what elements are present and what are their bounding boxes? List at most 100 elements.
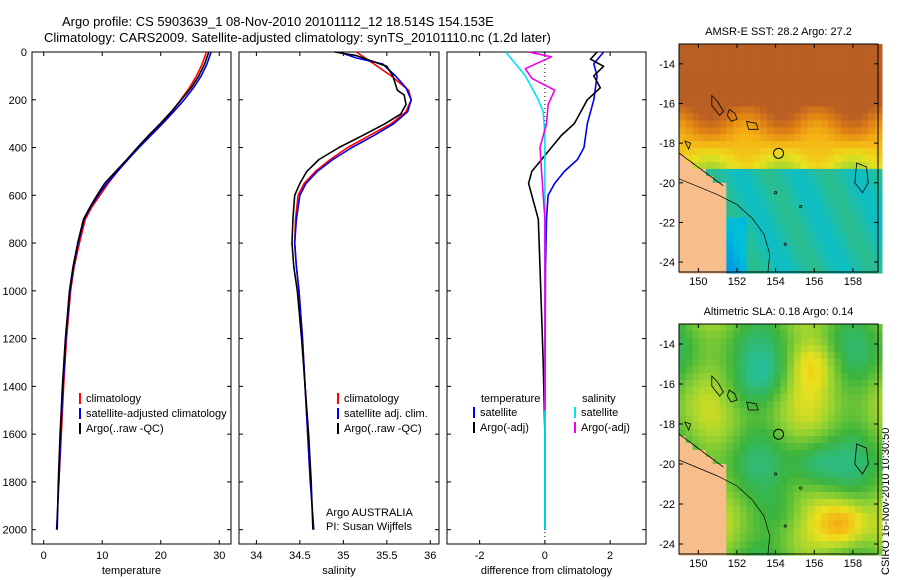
sst_map-cell (875, 71, 883, 80)
sst_map-cell (794, 106, 802, 114)
sst_map-cell (834, 196, 842, 205)
sla_map-cell (787, 345, 795, 353)
sla_map-cell (692, 541, 700, 549)
sla_map-cell (679, 436, 687, 444)
sla_map-cell (739, 352, 748, 360)
sst_map-cell (753, 71, 761, 80)
sla_map-cell (827, 429, 836, 437)
sst_map-cell (861, 203, 869, 212)
sla_map-cell (719, 429, 727, 437)
sst_map-cell (685, 44, 694, 52)
sla_map-cell (746, 366, 754, 374)
sst_map-cell (854, 120, 863, 128)
sla_map-cell (861, 443, 869, 451)
sst_map-cell (834, 266, 842, 274)
sst_map-cell (679, 224, 687, 232)
sla_map-cell (834, 534, 842, 542)
sla_map-cell (854, 387, 863, 395)
sla_map-cell (787, 520, 795, 528)
sla_map-cell (739, 492, 748, 500)
sla_map-cell (733, 408, 741, 416)
sla_map-cell (794, 408, 802, 416)
sla_map-cell (814, 478, 822, 486)
sst_map-cell (739, 44, 748, 52)
sst_map-cell (800, 127, 809, 135)
sla_map-cell (712, 485, 721, 493)
sla_map-reef-outline (684, 421, 692, 432)
sst_map-cell (787, 175, 795, 184)
sla_map-cell (726, 450, 734, 458)
sst_map-cell (821, 210, 829, 218)
depth-tick-label: 1800 (3, 477, 27, 489)
sla_map-cell (739, 359, 748, 367)
sst_map-cell (706, 99, 714, 107)
sst_map-cell (854, 141, 863, 149)
sst_map-cell (733, 217, 741, 225)
sla_map-cell (868, 520, 876, 528)
sla_map-cell (726, 513, 734, 521)
sla_map-cell (760, 471, 768, 479)
sla_map-cell (854, 464, 863, 472)
sst_map-cell (861, 196, 869, 205)
sla_map-cell (766, 520, 775, 528)
sst_map-cell (760, 238, 768, 246)
sla_map-cell (787, 443, 795, 451)
sst_map-cell (699, 189, 707, 198)
sst_map-cell (814, 203, 822, 212)
sst_map-cell (685, 196, 694, 205)
sst_map-cell (780, 127, 788, 135)
sst_map-cell (807, 162, 815, 170)
sst_map-cell (841, 224, 849, 232)
sla_map-cell (679, 457, 687, 465)
sla_map-cell (794, 457, 802, 465)
sst_map-cell (719, 134, 727, 142)
sst_map-cell (760, 196, 768, 205)
sst_map-cell (875, 259, 883, 267)
sst_map-cell (726, 224, 734, 232)
sst_map-cell (760, 134, 768, 142)
sst_map-cell (787, 182, 795, 191)
sst_map-cell (706, 148, 714, 156)
sla_map-cell (868, 345, 876, 353)
sst_map-cell (712, 196, 721, 205)
sla_map-cell (753, 422, 761, 430)
sst_map-cell (692, 64, 700, 73)
sst_map-cell (800, 64, 809, 73)
sst_map-cell (746, 148, 754, 156)
sst_map-cell (787, 141, 795, 149)
sst_map-cell (739, 168, 748, 177)
sst_map-cell (679, 120, 687, 128)
sla_map-cell (726, 464, 734, 472)
sst_map-cell (861, 266, 869, 274)
sla_map-cell (854, 513, 863, 521)
sst_map-cell (875, 217, 883, 225)
sla_map-cell (760, 506, 768, 514)
sst_map-cell (712, 64, 721, 73)
sst_map-cell (834, 148, 842, 156)
sst_map-cell (766, 266, 775, 274)
sst_map-cell (814, 134, 822, 142)
sla_map-cell (787, 366, 795, 374)
sst_map-cell (726, 231, 734, 239)
sst_map-cell (868, 175, 876, 184)
sla_map-cell (773, 506, 782, 514)
sla_map-cell (854, 450, 863, 458)
sla_map-cell (841, 401, 849, 409)
sla_map-cell (766, 436, 775, 444)
sst_map-cell (753, 231, 761, 239)
sst_map-cell (679, 71, 687, 80)
sst_map-ytick-label: -16 (659, 98, 675, 110)
sla_map-cell (807, 366, 815, 374)
sst_map-cell (848, 259, 856, 267)
sst_map-cell (827, 148, 836, 156)
sla_map-cell (848, 359, 856, 367)
sst_map-cell (679, 155, 687, 163)
sst_map-cell (733, 127, 741, 135)
sst_map-cell (800, 134, 809, 142)
sla_map-cell (794, 429, 802, 437)
sla_map-cell (848, 471, 856, 479)
sla_map-cell (773, 450, 782, 458)
sst_map-cell (712, 217, 721, 225)
sst_map-cell (746, 259, 754, 267)
sst_map-cell (766, 224, 775, 232)
